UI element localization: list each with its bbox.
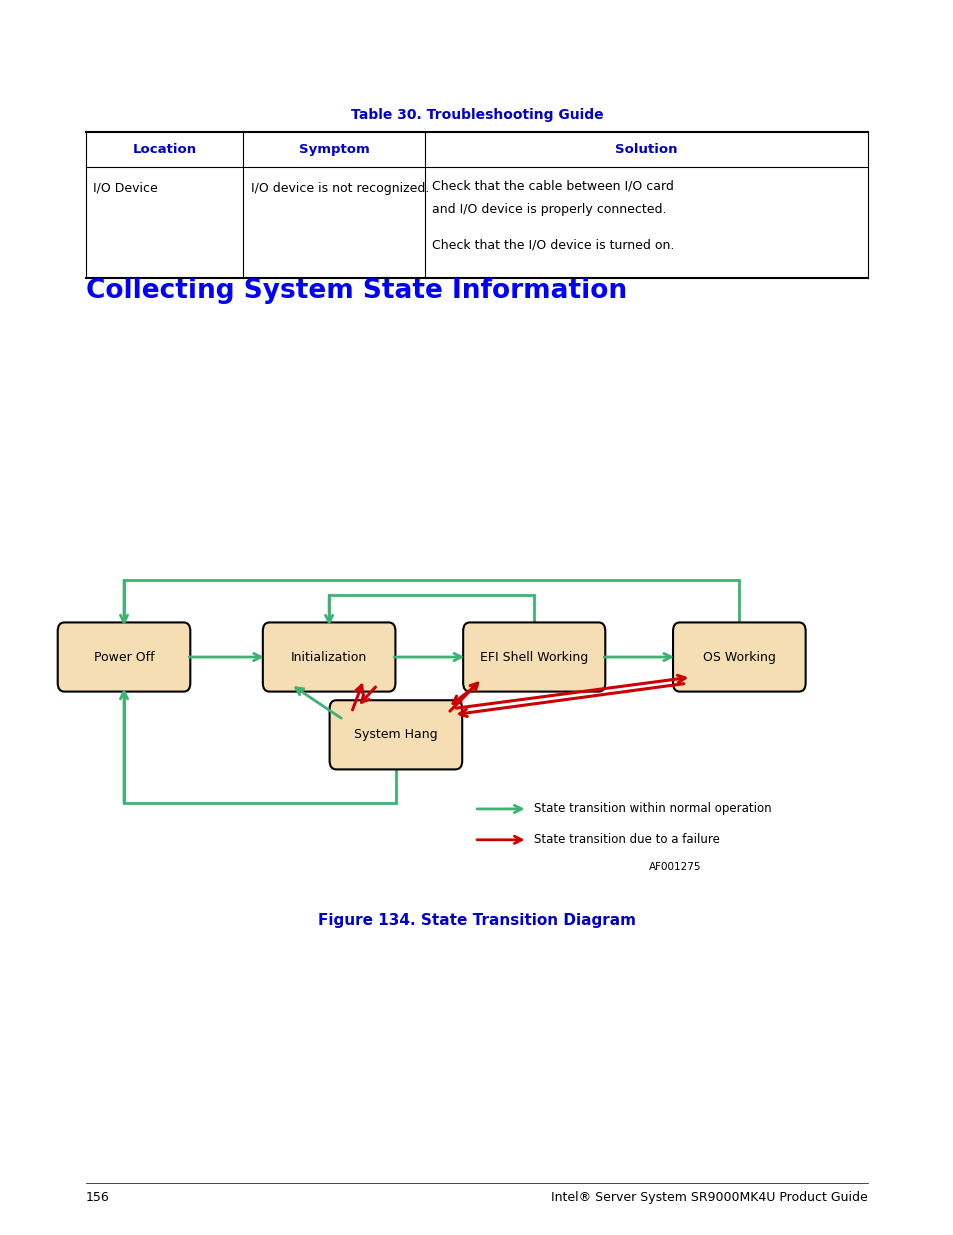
Text: Figure 134. State Transition Diagram: Figure 134. State Transition Diagram [317,913,636,927]
Text: I/O Device: I/O Device [93,182,158,195]
Text: Collecting System State Information: Collecting System State Information [86,278,626,304]
Text: State transition within normal operation: State transition within normal operation [534,803,771,815]
Text: EFI Shell Working: EFI Shell Working [479,651,588,663]
Text: Solution: Solution [615,143,677,156]
Text: AF001275: AF001275 [648,862,700,872]
Text: 156: 156 [86,1192,110,1204]
Text: Location: Location [132,143,196,156]
Text: System Hang: System Hang [354,729,437,741]
Text: and I/O device is properly connected.: and I/O device is properly connected. [432,203,666,216]
Text: I/O device is not recognized.: I/O device is not recognized. [251,182,429,195]
FancyBboxPatch shape [672,622,804,692]
FancyBboxPatch shape [262,622,395,692]
Text: State transition due to a failure: State transition due to a failure [534,834,720,846]
Text: Symptom: Symptom [298,143,369,156]
Text: Check that the cable between I/O card: Check that the cable between I/O card [432,179,674,193]
Text: Intel® Server System SR9000MK4U Product Guide: Intel® Server System SR9000MK4U Product … [551,1192,867,1204]
Text: Table 30. Troubleshooting Guide: Table 30. Troubleshooting Guide [351,107,602,122]
Text: Check that the I/O device is turned on.: Check that the I/O device is turned on. [432,238,674,252]
FancyBboxPatch shape [329,700,461,769]
FancyBboxPatch shape [463,622,605,692]
Text: OS Working: OS Working [702,651,775,663]
Text: Initialization: Initialization [291,651,367,663]
Text: Power Off: Power Off [93,651,154,663]
FancyBboxPatch shape [58,622,190,692]
